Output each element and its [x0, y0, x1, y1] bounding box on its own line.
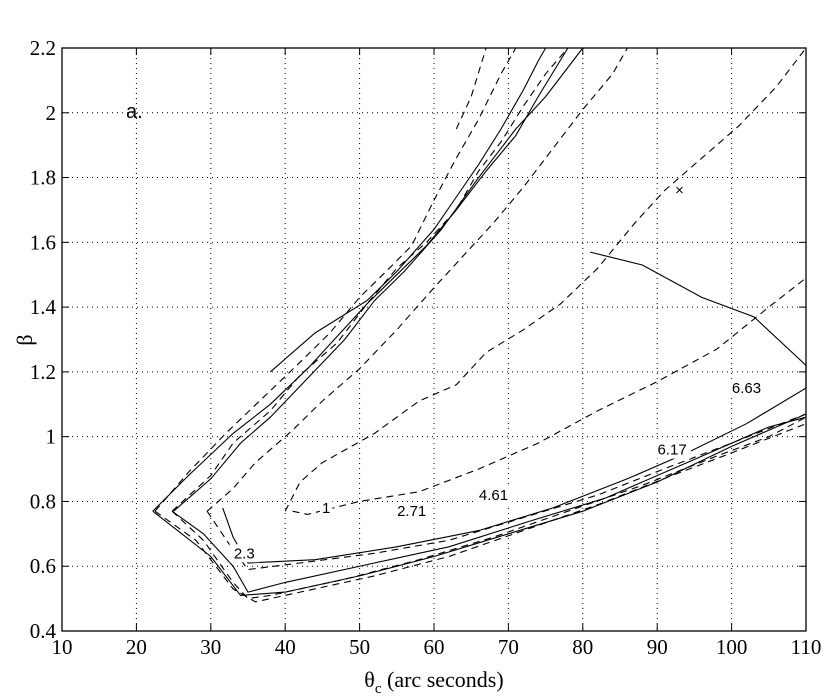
contour-label-bg	[653, 440, 692, 459]
dashed-contour-12	[154, 423, 807, 603]
solid-contour-2	[171, 416, 807, 593]
y-tick-label: 0.6	[30, 554, 56, 578]
contour-label: 1	[319, 498, 333, 517]
contour-label-bg	[392, 502, 431, 521]
y-axis-label: β	[12, 334, 37, 345]
y-tick-label: 0.4	[30, 619, 57, 643]
dashed-contour-8	[206, 413, 807, 571]
contour-label-text: 6.17	[657, 442, 686, 459]
solid-contour-4	[152, 413, 807, 596]
contour-label-text: 1	[322, 500, 330, 517]
x-tick-label: 50	[349, 635, 370, 659]
x-ticks: 10 20 30 40 50 60 70 80 90 100 110	[52, 48, 822, 659]
x-axis-label-units: (arc seconds)	[382, 667, 504, 692]
y-tick-label: 1.4	[30, 295, 57, 319]
x-tick-label: 40	[275, 635, 296, 659]
y-ticks: 0.4 0.6 0.8 1 1.2 1.4 1.6 1.8 2 2.2	[30, 36, 806, 643]
dashed-contour-6	[284, 47, 807, 512]
dashed-contour-11	[171, 47, 569, 512]
x-tick-label: 70	[498, 635, 519, 659]
x-tick-label: 20	[126, 635, 147, 659]
contour-label-bg	[319, 498, 333, 517]
x-axis-label-sub: c	[375, 681, 382, 697]
y-tick-label: 1.8	[30, 166, 56, 190]
grid-lines	[62, 48, 806, 631]
contour-lines	[152, 47, 807, 603]
contour-labels: 1 2.3 2.71 4.61 6.17 6.63	[229, 379, 766, 563]
solid-contour-3	[173, 47, 584, 512]
x-tick-label: 90	[647, 635, 668, 659]
solid-contour-1	[269, 47, 547, 373]
contour-label: 2.71	[392, 502, 431, 521]
dashed-contour-14	[455, 47, 487, 130]
x-tick-label: 110	[791, 635, 822, 659]
dashed-contour-10	[171, 416, 807, 600]
y-tick-label: 2	[46, 101, 57, 125]
contour-label: 4.61	[474, 485, 513, 504]
contour-label: 2.3	[229, 544, 260, 563]
contour-label: 6.17	[653, 440, 692, 459]
x-tick-label: 60	[424, 635, 445, 659]
y-tick-label: 2.2	[30, 36, 56, 60]
y-tick-label: 1.2	[30, 360, 56, 384]
contour-label: 6.63	[727, 379, 766, 398]
contour-label-text: 2.71	[397, 503, 426, 520]
x-axis-label: θc (arc seconds)	[364, 667, 503, 697]
contour-label-text: 6.63	[732, 380, 761, 397]
y-tick-label: 1.6	[30, 230, 56, 254]
x-tick-label: 10	[52, 635, 73, 659]
dashed-contour-9	[206, 47, 628, 512]
y-tick-label: 0.8	[30, 489, 56, 513]
contour-label-bg	[474, 485, 513, 504]
x-tick-label: 80	[572, 635, 593, 659]
y-tick-label: 1	[46, 425, 57, 449]
x-tick-label: 100	[716, 635, 748, 659]
dashed-contour-13	[154, 47, 517, 512]
panel-label: a.	[126, 101, 143, 123]
best-fit-marker: ×	[675, 182, 684, 199]
contour-label-bg	[229, 544, 260, 563]
contour-label-text: 4.61	[479, 487, 508, 504]
solid-contour-5	[152, 47, 569, 512]
dashed-contour-7	[292, 277, 807, 515]
x-axis-label-theta: θ	[364, 667, 375, 692]
contour-label-bg	[727, 379, 766, 398]
x-tick-label: 30	[200, 635, 221, 659]
contour-label-text: 2.3	[234, 545, 255, 562]
solid-contour-0	[222, 251, 807, 564]
